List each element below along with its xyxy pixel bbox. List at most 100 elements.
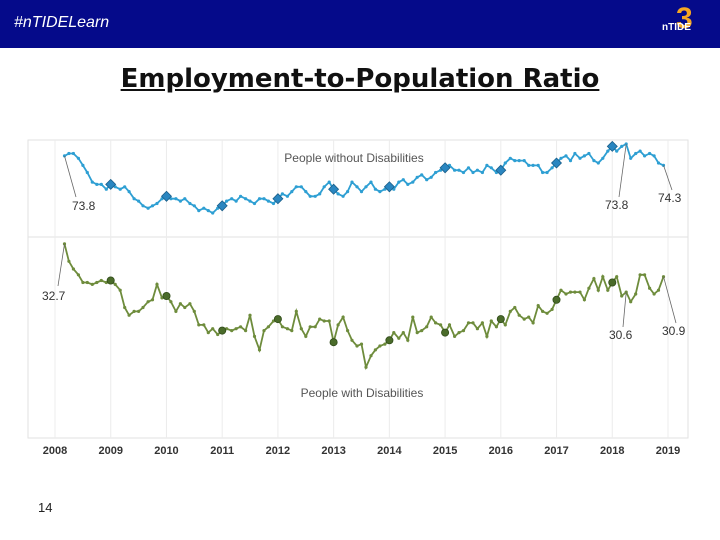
start-value-label: 32.7 <box>42 289 66 303</box>
data-point <box>141 204 145 208</box>
data-point <box>634 151 638 156</box>
data-point <box>564 292 568 296</box>
data-point <box>216 332 220 337</box>
data-point <box>290 190 294 194</box>
data-point <box>606 288 610 292</box>
data-point <box>346 329 350 333</box>
data-point <box>453 168 457 172</box>
highlight-marker <box>106 276 115 285</box>
data-point <box>513 305 517 310</box>
data-point <box>174 197 178 201</box>
data-point <box>582 154 587 158</box>
x-tick-label: 2016 <box>489 445 513 457</box>
data-point <box>244 329 248 333</box>
data-point <box>573 151 577 156</box>
data-point <box>359 342 364 346</box>
data-point <box>378 190 382 194</box>
data-point <box>485 334 489 338</box>
data-point <box>620 144 624 148</box>
data-point <box>582 298 587 302</box>
highlight-marker <box>439 162 451 174</box>
data-point <box>141 305 145 310</box>
data-point <box>266 325 270 329</box>
data-point <box>71 151 75 156</box>
data-point <box>248 313 252 317</box>
data-point <box>466 166 471 170</box>
data-point <box>489 166 493 170</box>
x-tick-label: 2010 <box>154 445 178 457</box>
data-point <box>150 298 155 302</box>
x-tick-label: 2011 <box>210 445 234 457</box>
data-point <box>234 199 238 203</box>
data-point <box>461 170 466 175</box>
end-value-label: 30.6 <box>609 328 633 342</box>
data-point <box>76 273 80 277</box>
data-point <box>373 187 377 191</box>
data-point <box>346 190 350 194</box>
data-point <box>169 300 173 304</box>
data-point <box>132 197 136 201</box>
highlight-marker <box>550 157 563 169</box>
x-tick-label: 2018 <box>600 445 624 457</box>
data-point <box>643 273 647 277</box>
data-point <box>336 323 340 327</box>
logo-text: nTIDE <box>662 22 691 33</box>
data-point <box>425 325 429 329</box>
data-point <box>67 259 71 263</box>
data-point <box>244 197 248 201</box>
data-point <box>415 331 419 335</box>
x-tick-label: 2014 <box>377 445 402 457</box>
data-point <box>531 321 535 325</box>
data-point <box>527 163 531 167</box>
data-point <box>90 180 94 184</box>
data-point <box>461 329 466 333</box>
data-point <box>587 151 591 156</box>
data-point <box>508 309 512 313</box>
data-point <box>225 199 229 203</box>
data-point <box>411 315 415 319</box>
data-point <box>262 329 266 333</box>
highlight-marker <box>216 200 228 212</box>
data-point <box>127 190 131 194</box>
data-point <box>643 154 647 158</box>
data-point <box>318 192 322 196</box>
data-point <box>252 334 257 338</box>
data-point <box>648 286 652 290</box>
data-point <box>531 163 535 167</box>
data-point <box>471 170 475 175</box>
highlight-marker <box>495 164 507 176</box>
data-point <box>341 194 345 198</box>
data-point <box>262 197 266 201</box>
data-point <box>457 168 461 172</box>
data-point <box>99 278 103 283</box>
data-point <box>559 156 563 160</box>
data-point <box>652 292 656 296</box>
data-point <box>550 307 554 311</box>
data-point <box>294 309 298 313</box>
data-point <box>350 180 354 184</box>
data-point <box>587 286 591 290</box>
data-point <box>550 166 554 170</box>
data-point <box>76 156 80 160</box>
data-point <box>313 325 317 329</box>
data-point <box>489 319 493 323</box>
highlight-marker <box>552 295 561 304</box>
logo-number: 3 <box>676 2 693 35</box>
data-point <box>369 354 373 358</box>
data-point <box>252 201 257 206</box>
data-point <box>132 309 136 313</box>
data-point <box>155 282 159 286</box>
data-point <box>285 327 289 331</box>
highlight-marker <box>608 278 617 287</box>
data-point <box>304 190 308 194</box>
highlight-marker <box>162 291 171 300</box>
data-point <box>150 204 155 208</box>
data-point <box>392 331 396 335</box>
data-point <box>494 325 498 329</box>
data-point <box>294 185 298 189</box>
data-point <box>638 273 642 277</box>
data-point <box>178 199 182 203</box>
highlight-marker <box>273 315 282 324</box>
data-point <box>313 194 317 198</box>
data-point <box>239 194 243 198</box>
